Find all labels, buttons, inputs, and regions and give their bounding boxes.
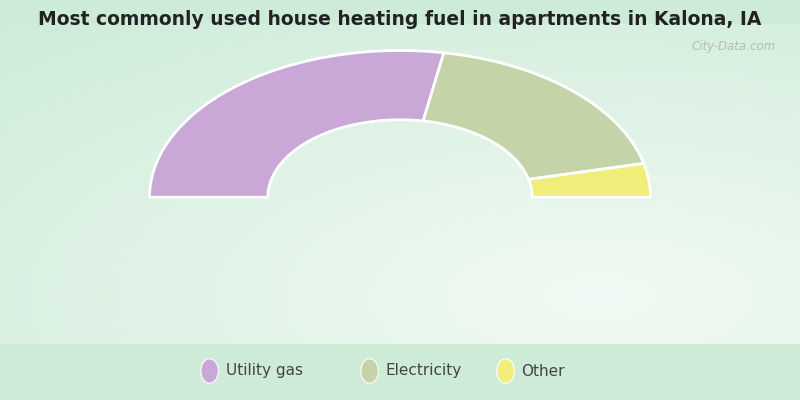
- Ellipse shape: [497, 359, 514, 383]
- Text: Other: Other: [522, 364, 565, 378]
- Text: City-Data.com: City-Data.com: [692, 40, 776, 53]
- Polygon shape: [529, 164, 650, 197]
- Ellipse shape: [201, 359, 218, 383]
- Ellipse shape: [361, 359, 378, 383]
- Polygon shape: [150, 50, 444, 197]
- Text: Utility gas: Utility gas: [226, 364, 302, 378]
- Text: Electricity: Electricity: [386, 364, 462, 378]
- Polygon shape: [423, 53, 644, 180]
- Text: Most commonly used house heating fuel in apartments in Kalona, IA: Most commonly used house heating fuel in…: [38, 10, 762, 29]
